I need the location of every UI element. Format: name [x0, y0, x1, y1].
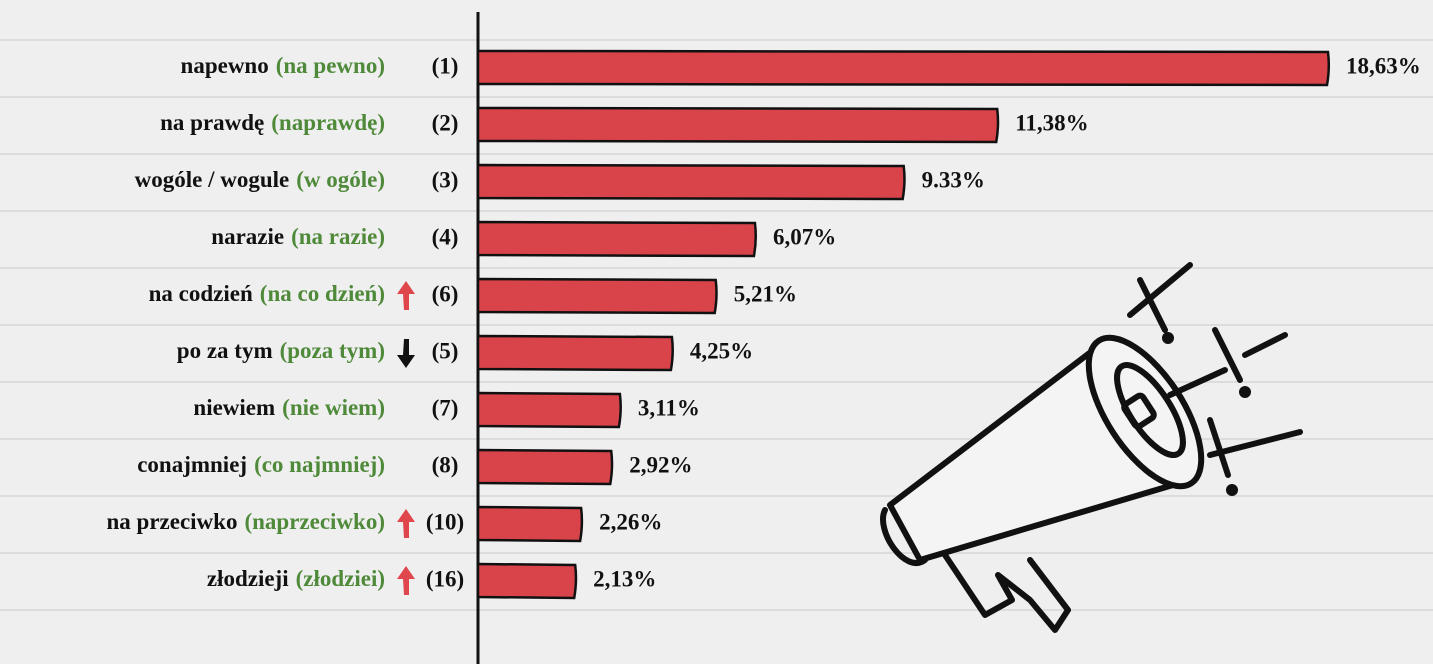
category-label: narazie (na razie)	[211, 224, 385, 249]
value-label: 2,13%	[593, 566, 656, 591]
rank-label: (1)	[432, 53, 459, 78]
megaphone-illustration	[880, 262, 1303, 633]
category-label: na przeciwko (naprzeciwko)	[107, 509, 386, 534]
category-label: niewiem (nie wiem)	[193, 395, 385, 420]
rank-label: (8)	[432, 452, 459, 477]
rank-label: (4)	[432, 224, 459, 249]
background-lines	[0, 39, 1433, 611]
rank-label: (7)	[432, 395, 459, 420]
category-name: wogóle / wogule	[135, 167, 290, 192]
bar	[476, 163, 906, 201]
trend-arrow	[397, 566, 415, 595]
value-label: 4,25%	[690, 338, 753, 363]
category-label: na codzień (na co dzień)	[149, 281, 385, 306]
correction: (na co dzień)	[260, 281, 385, 306]
correction: (na razie)	[291, 224, 385, 249]
value-label: 9.33%	[922, 167, 985, 192]
category-label: conajmniej (co najmniej)	[137, 452, 385, 477]
value-label: 6,07%	[773, 224, 836, 249]
correction: (co najmniej)	[254, 452, 385, 477]
value-label: 3,11%	[638, 395, 700, 420]
value-label: 11,38%	[1015, 110, 1088, 135]
category-name: złodzieji	[207, 566, 289, 591]
bar	[476, 277, 718, 315]
correction: (nie wiem)	[282, 395, 385, 420]
trend-arrow	[397, 281, 415, 310]
value-label: 18,63%	[1346, 53, 1421, 78]
category-name: na prawdę	[160, 110, 264, 135]
rank-label: (10)	[426, 509, 464, 534]
value-label: 2,92%	[629, 452, 692, 477]
category-name: niewiem	[193, 395, 275, 420]
value-label: 2,26%	[599, 509, 662, 534]
category-name: narazie	[211, 224, 284, 249]
bar	[476, 220, 757, 258]
bar	[476, 334, 674, 372]
correction: (naprawdę)	[271, 110, 385, 135]
rank-label: (3)	[432, 167, 459, 192]
category-name: na codzień	[149, 281, 253, 306]
category-label: po za tym (poza tym)	[177, 338, 385, 363]
category-label: złodzieji (złodziei)	[207, 566, 385, 591]
trend-arrow	[397, 339, 415, 368]
category-name: po za tym	[177, 338, 273, 363]
bar	[476, 505, 584, 543]
category-label: na prawdę (naprawdę)	[160, 110, 385, 135]
rank-label: (6)	[432, 281, 459, 306]
bar	[476, 391, 622, 429]
rank-label: (2)	[432, 110, 459, 135]
correction: (w ogóle)	[296, 167, 385, 192]
bar	[476, 562, 578, 600]
bar	[476, 106, 1000, 144]
bar	[476, 49, 1331, 87]
category-label: wogóle / wogule (w ogóle)	[135, 167, 385, 192]
trend-arrow	[397, 509, 415, 538]
bar	[476, 448, 614, 486]
correction: (złodziei)	[296, 566, 385, 591]
category-name: napewno	[181, 53, 269, 78]
correction: (na pewno)	[276, 53, 385, 78]
correction: (naprzeciwko)	[244, 509, 385, 534]
category-name: na przeciwko	[107, 509, 238, 534]
category-label: napewno (na pewno)	[181, 53, 385, 78]
value-label: 5,21%	[734, 281, 797, 306]
correction: (poza tym)	[280, 338, 385, 363]
category-name: conajmniej	[137, 452, 247, 477]
rank-label: (16)	[426, 566, 464, 591]
rank-label: (5)	[432, 338, 459, 363]
